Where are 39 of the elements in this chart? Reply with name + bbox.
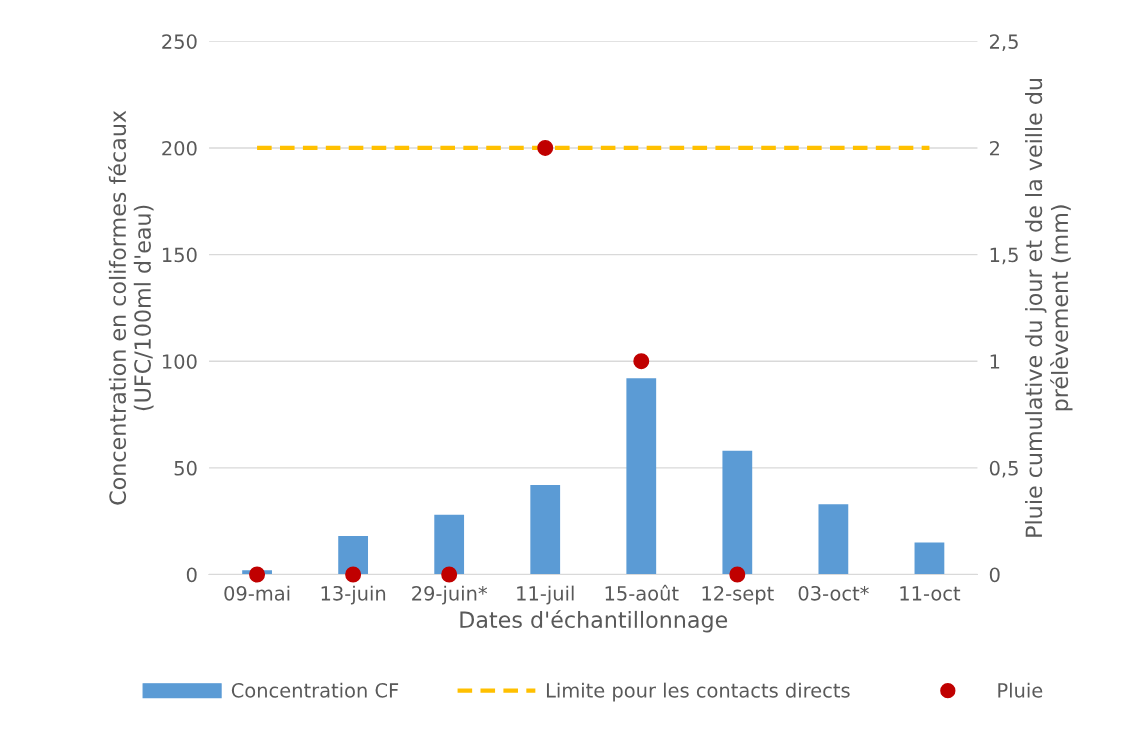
y2-tick-label: 0,5 <box>989 460 1018 478</box>
y-tick-label: 150 <box>162 247 197 263</box>
bar <box>434 514 465 575</box>
point <box>249 566 266 583</box>
y-tick-label: 0 <box>186 567 197 583</box>
x-tick-label: 15-août <box>605 584 679 601</box>
y-axis-title: Concentration en coliformes fécaux (UFC/100ml d'eau) <box>107 110 154 505</box>
y-tick-label: 50 <box>174 460 197 476</box>
x-tick-label: 12-sept <box>702 585 774 605</box>
bar <box>626 378 657 575</box>
legend-label: Pluie <box>998 682 1043 698</box>
y2-axis-title: Pluie cumulative du jour et de la veille du prélèvement (mm) <box>1025 78 1073 537</box>
bar <box>914 542 945 575</box>
x-tick-label: 11-juil <box>517 585 574 605</box>
legend-label: Limite pour les contacts directs <box>546 682 850 702</box>
y-tick-label: 100 <box>162 354 197 369</box>
bar <box>818 504 849 575</box>
bar <box>530 484 561 575</box>
y2-tick-label: 1 <box>990 354 1000 369</box>
bar <box>338 536 369 575</box>
point <box>345 566 362 583</box>
x-axis-title: Dates d'échantillonnage <box>460 610 728 633</box>
y2-tick-label: 0 <box>989 567 1000 583</box>
y2-tick-label: 1,5 <box>990 247 1018 265</box>
x-tick-label: 29-juin* <box>412 585 488 605</box>
y-tick-label: 200 <box>162 140 197 156</box>
x-tick-label: 11-oct <box>900 586 961 601</box>
point <box>537 139 554 156</box>
x-tick-label: 09-mai <box>224 585 290 601</box>
x-tick-label: 13-juin <box>321 585 386 605</box>
x-tick-label: 03-oct* <box>798 585 869 601</box>
y-tick-label: 250 <box>162 34 197 49</box>
bar <box>722 450 753 575</box>
legend-label: Concentration CF <box>231 682 399 698</box>
point <box>441 566 458 583</box>
y2-tick-label: 2 <box>989 140 999 156</box>
y2-tick-label: 2,5 <box>989 34 1018 51</box>
point <box>633 353 650 370</box>
point <box>729 566 746 583</box>
